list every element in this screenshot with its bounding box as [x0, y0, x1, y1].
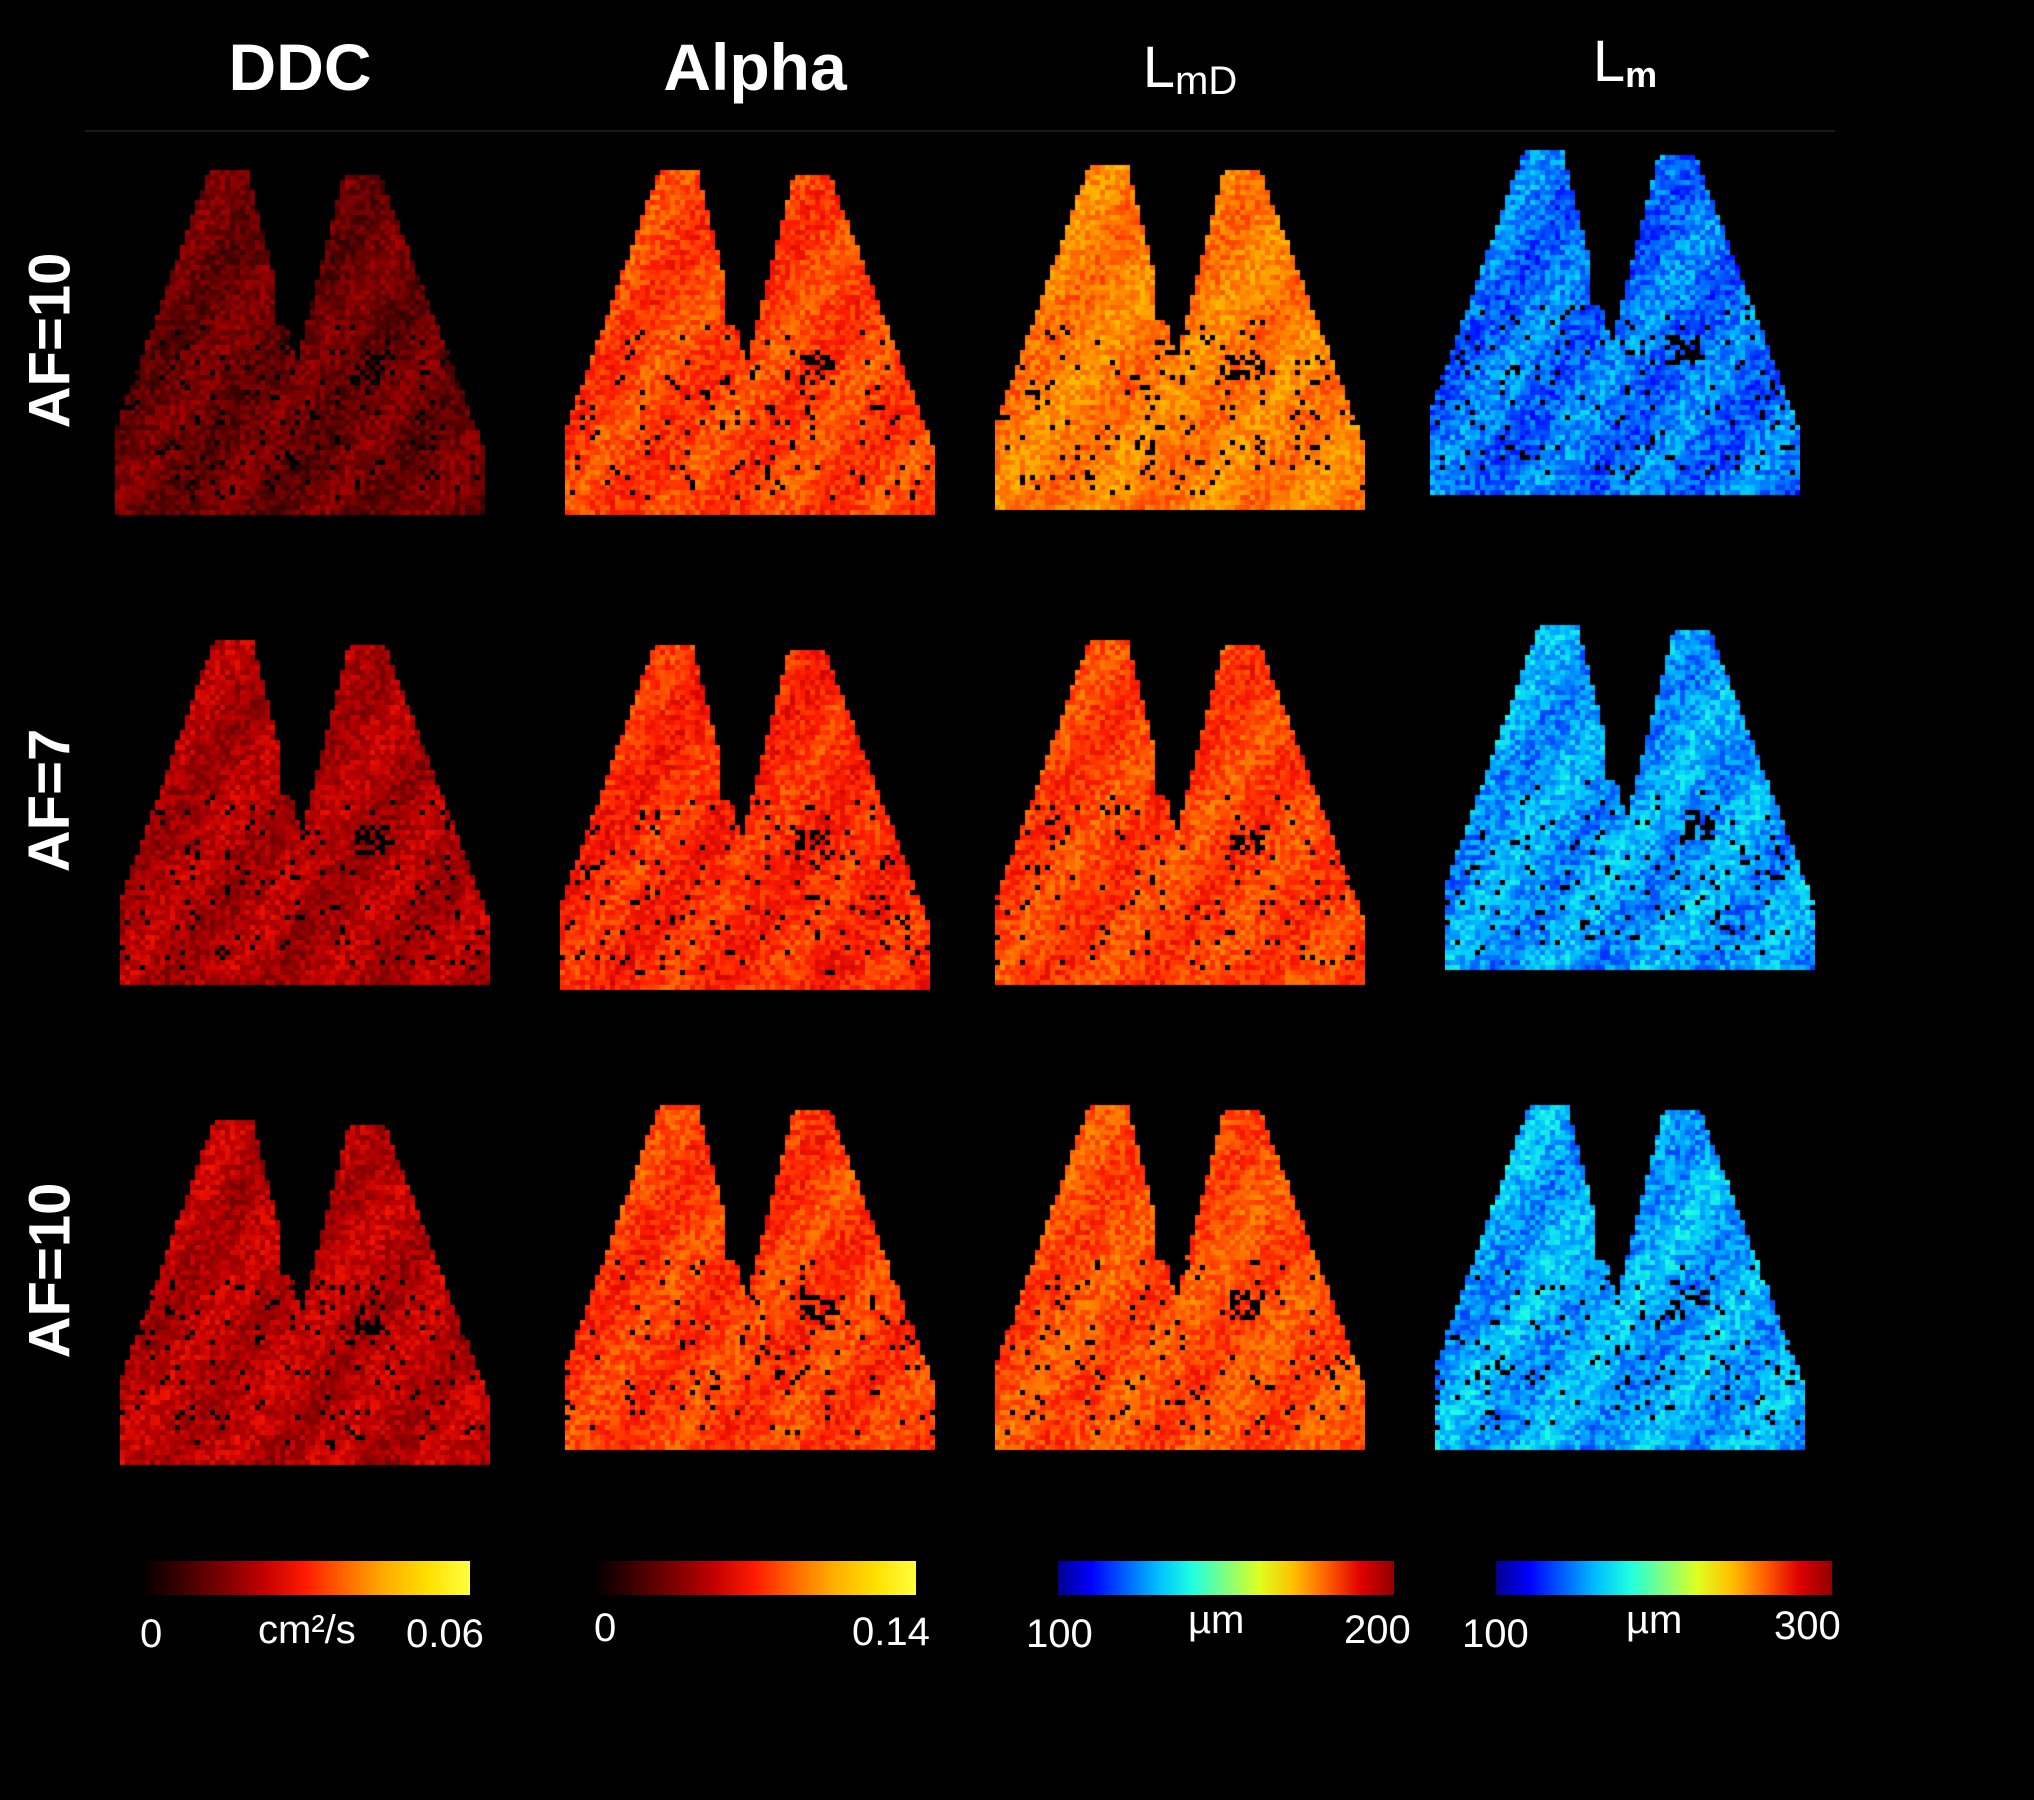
lung-map-ddc-row2	[120, 620, 490, 1000]
lung-map-lm-row1	[1430, 130, 1800, 510]
lung-map-lmd-row3	[995, 1085, 1365, 1465]
row-header-2: AF=7	[0, 620, 100, 980]
colorbar-lm	[1496, 1561, 1832, 1595]
colorbar-ddc-min: 0	[140, 1612, 163, 1656]
lung-map-lm-row3	[1435, 1085, 1805, 1465]
colorbar-lm-max: 300	[1774, 1604, 1841, 1648]
row-header-1-label: AF=10	[17, 252, 83, 428]
colorbar-lmd-min: 100	[1026, 1612, 1093, 1656]
column-header-lm-sub: m	[1625, 54, 1658, 95]
colorbar-ddc	[140, 1561, 470, 1595]
column-header-lmd-main: L	[1142, 34, 1176, 100]
lung-map-alpha-row1	[565, 150, 935, 530]
lung-map-alpha-row3	[565, 1085, 935, 1465]
lung-map-lm-row2	[1445, 605, 1815, 985]
column-header-ddc-label: DDC	[228, 30, 372, 104]
row-header-3-label: AF=10	[17, 1182, 83, 1358]
colorbar-ddc-unit: cm²/s	[258, 1608, 356, 1652]
column-header-alpha-label: Alpha	[663, 30, 847, 104]
colorbar-lm-unit: µm	[1626, 1598, 1683, 1642]
colorbar-lmd-max: 200	[1344, 1608, 1411, 1652]
column-header-lmd-sub: mD	[1175, 58, 1238, 103]
row-header-3: AF=10	[0, 1090, 100, 1450]
divider-line	[85, 130, 1835, 132]
colorbar-lmd-unit: µm	[1188, 1598, 1245, 1642]
lung-map-alpha-row2	[560, 625, 930, 1005]
colorbar-ddc-max: 0.06	[406, 1612, 484, 1656]
column-header-alpha: Alpha	[620, 22, 890, 112]
lung-map-ddc-row1	[115, 150, 485, 530]
column-header-lm-main: L	[1592, 28, 1626, 94]
colorbar-alpha	[592, 1561, 916, 1595]
row-header-1: AF=10	[0, 160, 100, 520]
lung-map-lmd-row1	[995, 145, 1365, 525]
colorbar-lmd	[1058, 1561, 1394, 1595]
lung-map-lmd-row2	[995, 620, 1365, 1000]
lung-map-ddc-row3	[120, 1100, 490, 1480]
column-header-ddc: DDC	[200, 22, 400, 112]
colorbar-alpha-max: 0.14	[852, 1610, 930, 1654]
colorbar-lm-min: 100	[1462, 1612, 1529, 1656]
colorbar-alpha-min: 0	[594, 1606, 617, 1650]
row-header-2-label: AF=7	[17, 728, 83, 872]
